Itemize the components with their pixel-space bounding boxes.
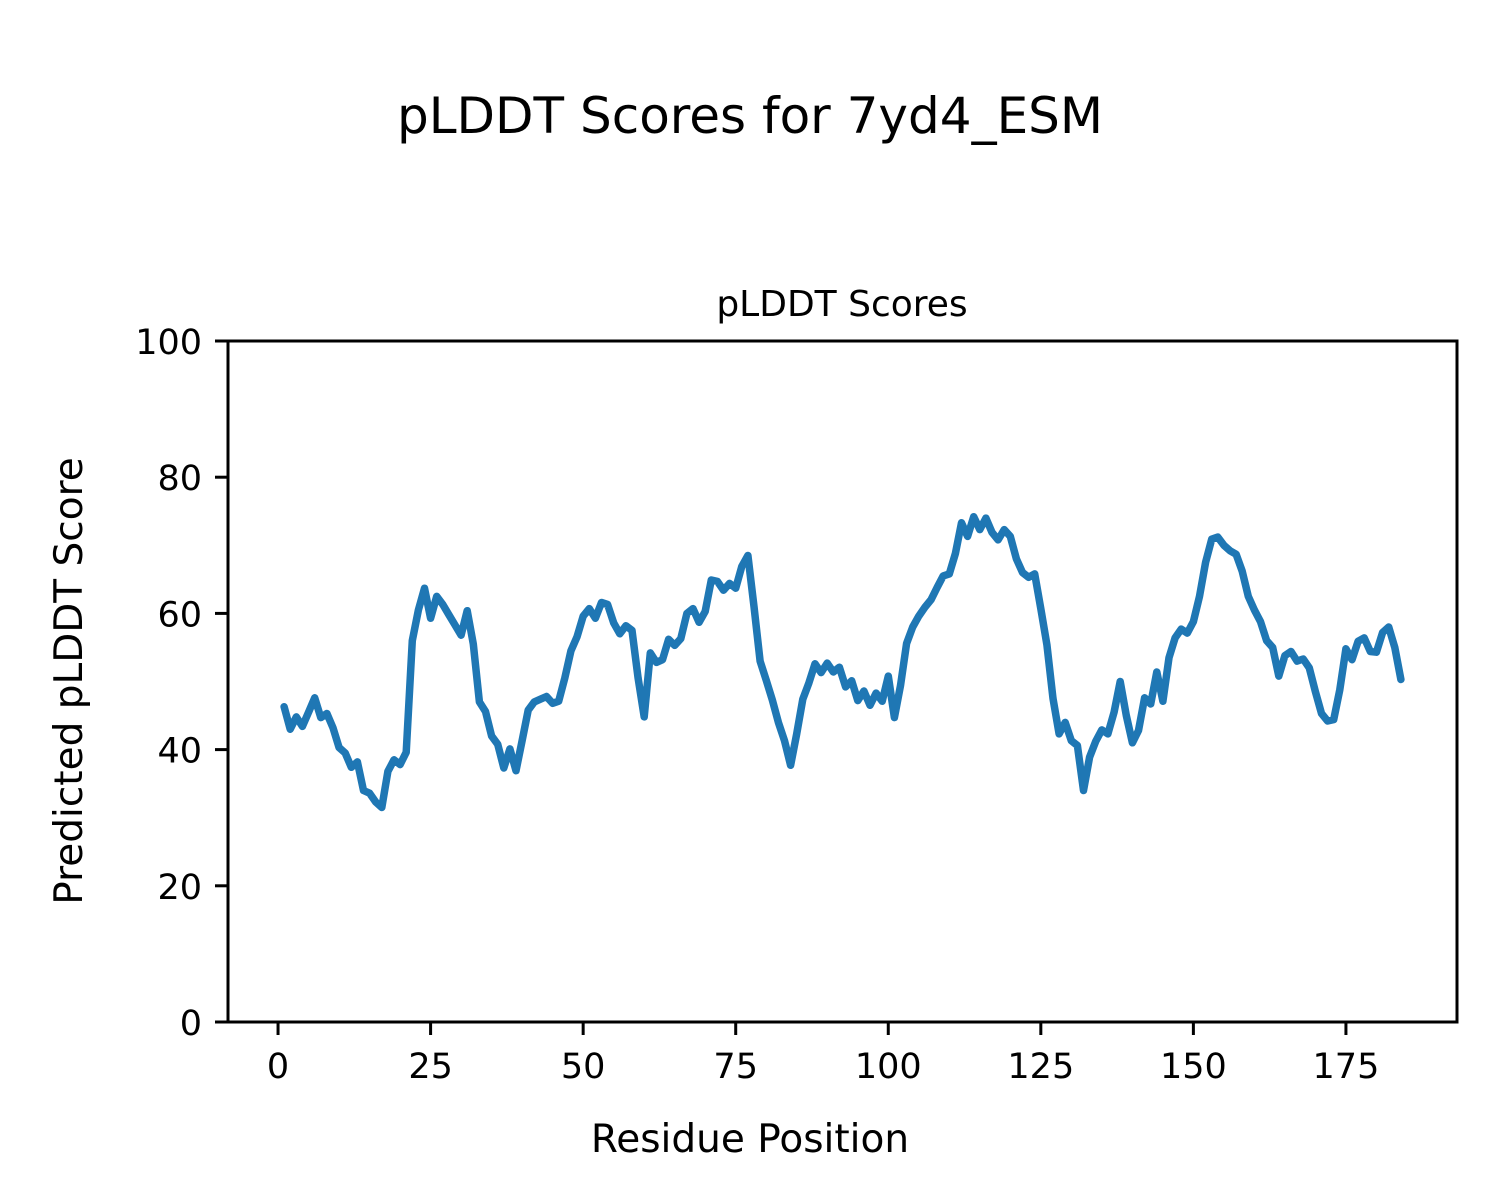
- y-tick-label: 40: [157, 732, 202, 772]
- y-tick-label: 60: [157, 595, 202, 635]
- y-tick-label: 0: [180, 1004, 202, 1044]
- x-tick-label: 25: [408, 1047, 453, 1087]
- x-tick-label: 125: [1007, 1047, 1074, 1087]
- y-tick-label: 20: [157, 868, 202, 908]
- x-tick-label: 0: [267, 1047, 289, 1087]
- figure-title: pLDDT Scores for 7yd4_ESM: [397, 87, 1103, 145]
- plddt-series-line: [280, 512, 1405, 812]
- x-axis-label: Residue Position: [591, 1117, 909, 1162]
- x-tick-label: 75: [713, 1047, 758, 1087]
- axes-title: pLDDT Scores: [716, 284, 967, 325]
- y-tick-label: 100: [135, 323, 202, 363]
- series-pLDDT: [280, 512, 1405, 812]
- axis-ticks: 0 25 50 75 100 125 150 175 0 20 40 60 80 100: [135, 323, 1379, 1087]
- y-axis-label: Predicted pLDDT Score: [47, 457, 92, 904]
- y-tick-label: 80: [157, 459, 202, 499]
- x-tick-label: 150: [1160, 1047, 1227, 1087]
- x-tick-label: 50: [561, 1047, 606, 1087]
- x-tick-label: 100: [855, 1047, 922, 1087]
- plot-spines: [226, 339, 1459, 1024]
- x-tick-label: 175: [1313, 1047, 1380, 1087]
